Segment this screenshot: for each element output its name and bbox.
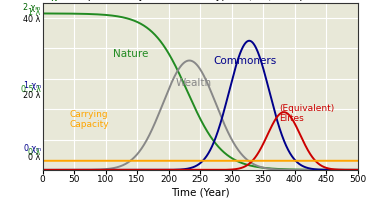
Text: 0 χₘ: 0 χₘ: [24, 144, 41, 153]
Text: Commoners: Commoners: [214, 56, 277, 66]
Text: 1 λ: 1 λ: [28, 8, 41, 17]
Text: 0 λ: 0 λ: [28, 153, 41, 162]
Text: Wealth: Wealth: [176, 78, 212, 88]
Text: Unequal Society: Irreversible, Type-N (Full) Collapse: Unequal Society: Irreversible, Type-N (F…: [65, 0, 317, 1]
Text: 40 λ: 40 λ: [24, 15, 41, 24]
Text: 2 χₘ: 2 χₘ: [24, 3, 41, 12]
Text: 0 λ: 0 λ: [28, 148, 41, 157]
Text: (Equivalent)
Elites: (Equivalent) Elites: [279, 104, 334, 123]
Text: Nature: Nature: [113, 49, 148, 59]
Text: 2 χₘ: 2 χₘ: [42, 0, 63, 1]
Text: 1 χₘ: 1 χₘ: [24, 81, 41, 90]
Text: 20 λ: 20 λ: [23, 91, 41, 100]
X-axis label: Time (Year): Time (Year): [171, 187, 230, 197]
Text: 0.5 λ: 0.5 λ: [21, 85, 41, 94]
Text: Carrying
Capacity: Carrying Capacity: [69, 110, 108, 129]
